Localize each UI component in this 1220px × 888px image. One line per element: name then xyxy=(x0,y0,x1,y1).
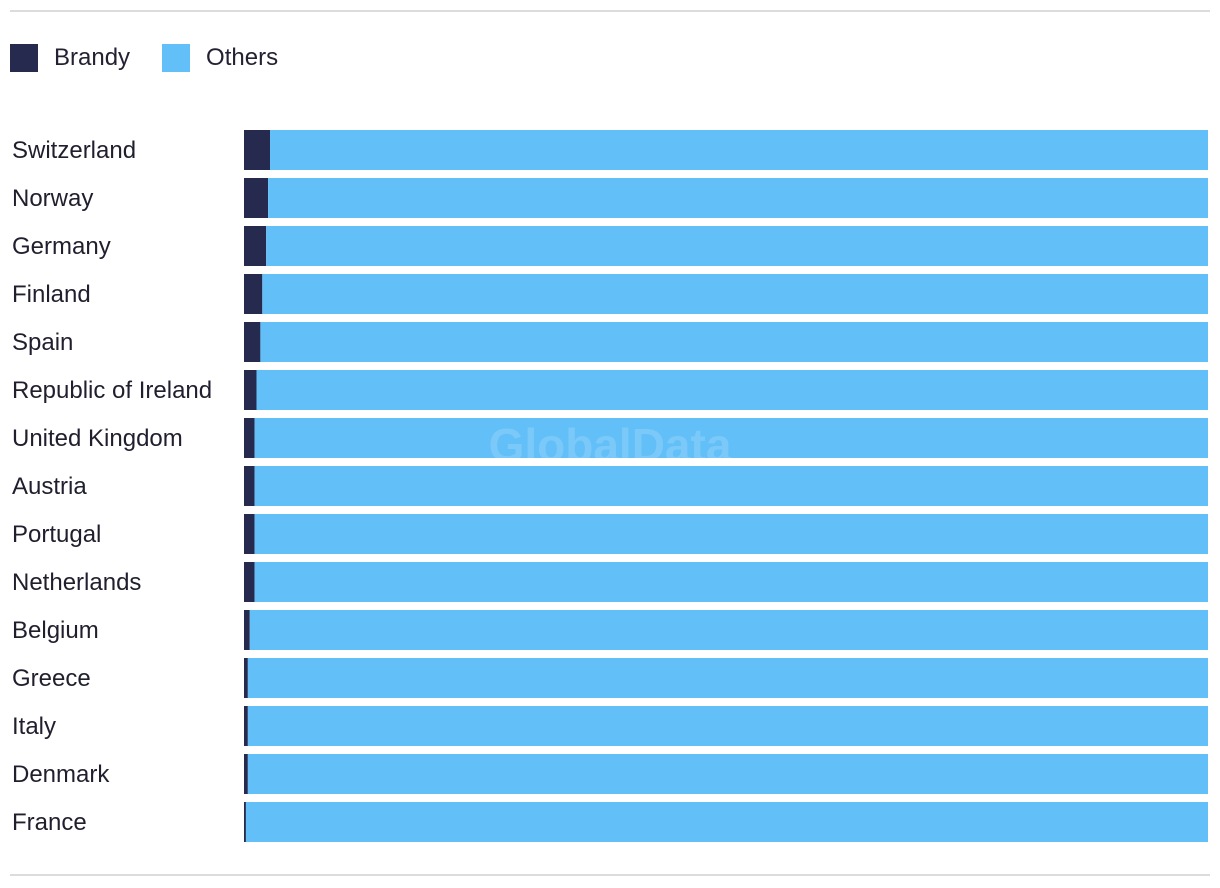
bar-brandy-germany[interactable] xyxy=(244,226,267,266)
category-label-norway: Norway xyxy=(12,185,93,212)
bar-brandy-france[interactable] xyxy=(244,802,246,842)
bar-others-denmark[interactable] xyxy=(247,754,1209,794)
category-label-united-kingdom: United Kingdom xyxy=(12,425,183,452)
legend-item-others[interactable]: Others xyxy=(162,44,278,72)
bar-brandy-austria[interactable] xyxy=(244,466,255,506)
bar-brandy-belgium[interactable] xyxy=(244,610,250,650)
category-label-spain: Spain xyxy=(12,329,73,356)
legend-item-brandy[interactable]: Brandy xyxy=(10,44,130,72)
category-label-greece: Greece xyxy=(12,665,91,692)
bar-brandy-finland[interactable] xyxy=(244,274,263,314)
bar-others-spain[interactable] xyxy=(260,322,1208,362)
category-label-portugal: Portugal xyxy=(12,521,101,548)
bar-brandy-switzerland[interactable] xyxy=(244,130,271,170)
bar-brandy-denmark[interactable] xyxy=(244,754,248,794)
category-label-republic-of-ireland: Republic of Ireland xyxy=(12,377,212,404)
bar-brandy-spain[interactable] xyxy=(244,322,261,362)
category-label-belgium: Belgium xyxy=(12,617,99,644)
top-divider xyxy=(10,10,1210,12)
bar-others-republic-of-ireland[interactable] xyxy=(256,370,1208,410)
bar-brandy-republic-of-ireland[interactable] xyxy=(244,370,257,410)
bar-others-finland[interactable] xyxy=(262,274,1208,314)
legend-swatch-others xyxy=(162,44,191,72)
bar-others-united-kingdom[interactable] xyxy=(254,418,1209,458)
bar-others-italy[interactable] xyxy=(247,706,1209,746)
category-label-denmark: Denmark xyxy=(12,761,110,788)
category-label-france: France xyxy=(12,809,87,836)
bar-brandy-portugal[interactable] xyxy=(244,514,255,554)
bar-others-portugal[interactable] xyxy=(254,514,1209,554)
bar-others-switzerland[interactable] xyxy=(270,130,1208,170)
chart-legend: Brandy Others xyxy=(10,44,310,72)
bar-brandy-netherlands[interactable] xyxy=(244,562,255,602)
legend-swatch-brandy xyxy=(10,44,38,72)
category-label-austria: Austria xyxy=(12,473,87,500)
legend-label-brandy: Brandy xyxy=(54,44,131,71)
category-label-finland: Finland xyxy=(12,281,91,308)
category-label-germany: Germany xyxy=(12,233,111,260)
bottom-divider xyxy=(10,874,1210,876)
bar-others-belgium[interactable] xyxy=(249,610,1208,650)
bar-brandy-italy[interactable] xyxy=(244,706,248,746)
bar-others-austria[interactable] xyxy=(254,466,1209,506)
bar-others-germany[interactable] xyxy=(266,226,1208,266)
bar-brandy-united-kingdom[interactable] xyxy=(244,418,255,458)
category-label-italy: Italy xyxy=(12,713,56,740)
bar-others-netherlands[interactable] xyxy=(254,562,1209,602)
category-label-switzerland: Switzerland xyxy=(12,137,136,164)
bar-brandy-greece[interactable] xyxy=(244,658,248,698)
bar-others-greece[interactable] xyxy=(247,658,1209,698)
bar-others-france[interactable] xyxy=(245,802,1208,842)
legend-label-others: Others xyxy=(206,44,279,71)
bar-others-norway[interactable] xyxy=(268,178,1209,218)
category-label-netherlands: Netherlands xyxy=(12,569,141,596)
bar-brandy-norway[interactable] xyxy=(244,178,269,218)
